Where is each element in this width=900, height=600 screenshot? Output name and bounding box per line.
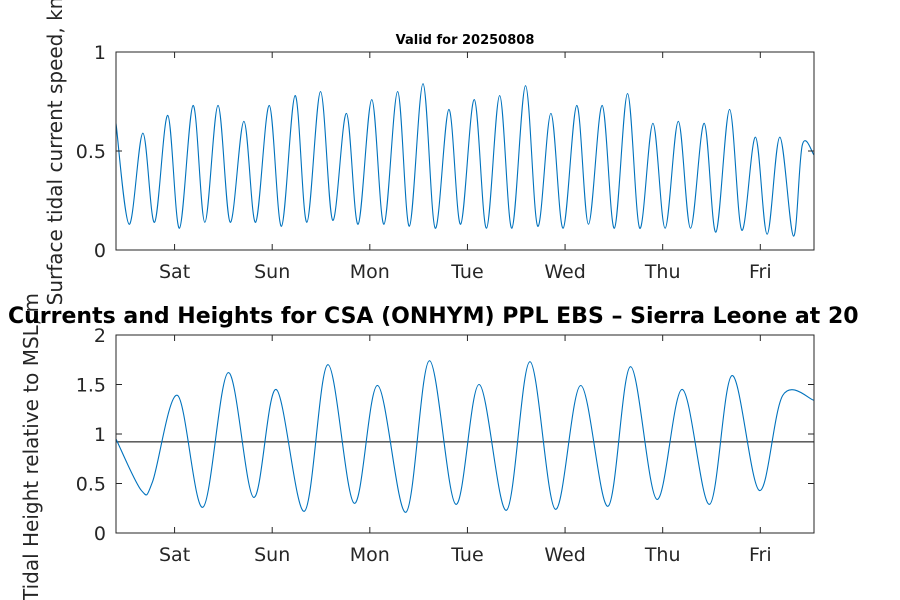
- y-tick-label: 2: [94, 325, 106, 347]
- tidal-height-plot: 0 0.5 1 1.5 2 Sat Sun Mon Tue Wed Thu Fri: [76, 325, 815, 566]
- x-tick-label: Fri: [749, 261, 772, 283]
- y-tick-label: 1: [94, 42, 106, 64]
- series-line: [116, 83, 814, 237]
- x-tick-label: Sat: [159, 544, 190, 566]
- y-tick-label: 0.5: [76, 141, 106, 163]
- x-tick-label: Mon: [350, 544, 390, 566]
- x-tick-label: Sat: [159, 261, 190, 283]
- x-tick-label: Tue: [450, 544, 483, 566]
- y-tick-label: 0: [94, 523, 106, 545]
- x-tick-label: Tue: [450, 261, 483, 283]
- x-tick-label: Wed: [544, 261, 585, 283]
- y-tick-label: 1.5: [76, 375, 106, 397]
- tidal-height-panel: 0 0.5 1 1.5 2 Sat Sun Mon Tue Wed Thu Fri Tidal Hei…: [19, 293, 815, 600]
- y-tick-label: 0.5: [76, 474, 106, 496]
- chart-title: Valid for 20250808: [396, 33, 535, 48]
- y-tick-label: 1: [94, 424, 106, 446]
- plot-area: [116, 52, 814, 250]
- y-tick-label: 0: [94, 240, 106, 262]
- plot-area: [116, 335, 814, 533]
- y-axis-label: Surface tidal current speed, kn: [43, 0, 67, 305]
- x-tick-label: Thu: [644, 544, 681, 566]
- current-speed-plot: 0 0.5 1 Sat Sun Mon Tue Wed Thu Fri: [76, 42, 815, 283]
- x-tick-label: Sun: [254, 261, 290, 283]
- series-line: [116, 360, 814, 513]
- figure-main-title: Currents and Heights for CSA (ONHYM) PPL…: [8, 304, 859, 329]
- current-speed-panel: Valid for 20250808 0 0.5 1 Sat Sun Mon Tue Wed T…: [43, 0, 815, 305]
- x-tick-label: Mon: [350, 261, 390, 283]
- y-axis-label: Tidal Height relative to MSL, m: [19, 293, 43, 600]
- x-tick-label: Wed: [544, 544, 585, 566]
- x-tick-label: Fri: [749, 544, 772, 566]
- x-tick-label: Sun: [254, 544, 290, 566]
- x-tick-label: Thu: [644, 261, 681, 283]
